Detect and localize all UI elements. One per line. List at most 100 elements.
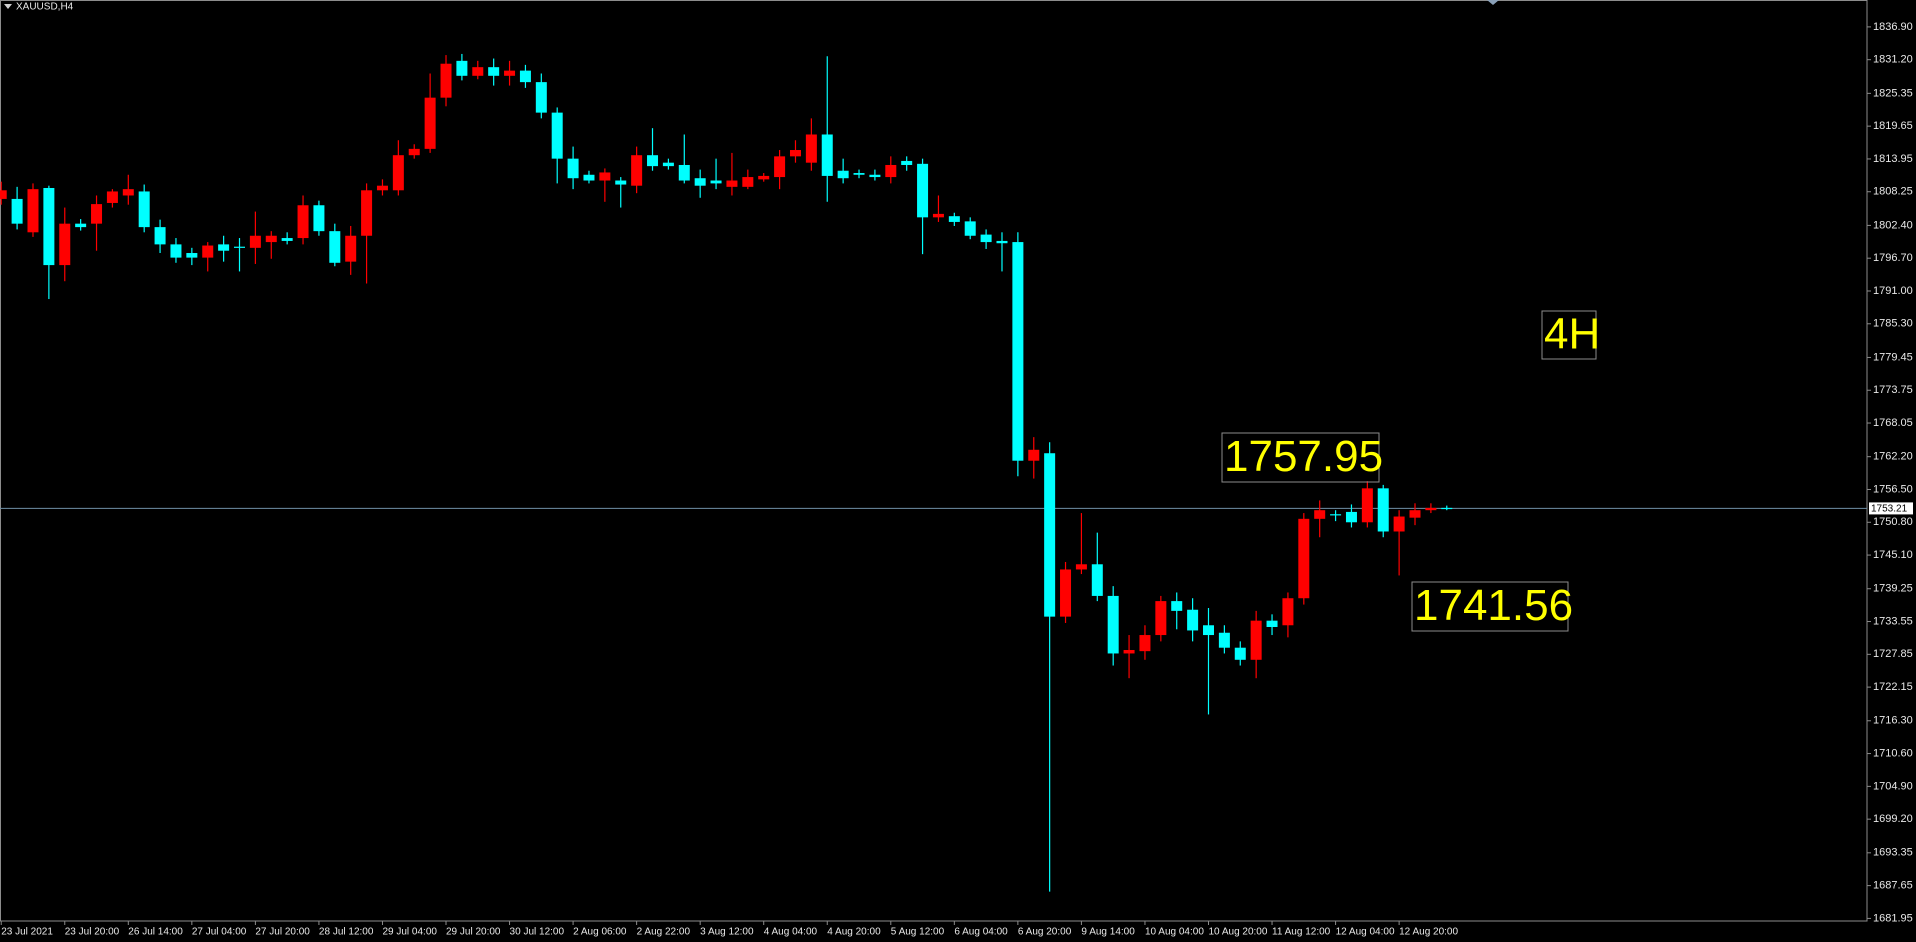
y-tick-label: 1825.35 [1873,87,1913,99]
candle-body [1314,510,1326,519]
annotation-text: 1741.56 [1414,581,1573,630]
candle-body [297,205,309,239]
y-tick-label: 1808.25 [1873,186,1913,198]
candle-body [218,244,230,251]
candle-body [265,235,277,243]
candle-body [583,174,595,181]
candle-body [504,70,516,76]
y-tick-label: 1773.75 [1873,384,1913,396]
candle-body [1218,632,1230,648]
x-tick-label: 27 Jul 20:00 [255,927,310,938]
candle-body [551,112,563,159]
candle-body [59,223,71,266]
candle-body [186,253,198,258]
y-tick-label: 1836.90 [1873,21,1913,33]
candle-body [774,156,786,178]
y-tick-label: 1745.10 [1873,549,1913,561]
y-tick-label: 1681.95 [1873,912,1913,924]
candle-body [345,235,357,262]
candle-body [1234,647,1246,660]
annotation-box [1221,432,1380,483]
candle-body [1250,620,1262,660]
candle-body [758,175,770,180]
x-tick-label: 4 Aug 04:00 [764,927,818,938]
y-tick-label: 1802.40 [1873,219,1913,231]
annotation-text: 4H [1544,310,1600,359]
candle-body [647,155,659,167]
candle-body [710,180,722,184]
candle-body [1202,625,1214,636]
y-tick-label: 1768.05 [1873,417,1913,429]
candle-body [376,185,388,191]
x-tick-label: 28 Jul 12:00 [319,927,374,938]
candle-body [948,216,960,222]
candle-body [202,245,214,258]
candle-body [1139,635,1151,652]
candle-body [472,67,484,76]
candle-body [821,134,833,176]
y-tick-label: 1716.30 [1873,715,1913,727]
y-tick-label: 1762.20 [1873,451,1913,463]
candle-body [901,160,913,165]
candle-body [234,246,245,248]
candle-body [1345,511,1357,523]
candle-body [1377,488,1389,532]
candle-body [837,170,849,179]
annotation-text: 1757.95 [1224,432,1383,481]
candle-body [631,155,643,186]
y-tick-label: 1813.95 [1873,153,1913,165]
candle-body [1441,507,1453,510]
candle-body [1060,569,1072,617]
x-tick-label: 6 Aug 20:00 [1018,927,1072,938]
symbol-menu-icon[interactable] [4,4,12,9]
x-tick-label: 5 Aug 12:00 [891,927,945,938]
x-tick-label: 2 Aug 22:00 [637,927,691,938]
candle-body [1075,564,1087,570]
y-tick-label: 1722.15 [1873,681,1913,693]
y-tick-label: 1831.20 [1873,54,1913,66]
x-tick-label: 10 Aug 04:00 [1145,927,1204,938]
candle-body [424,97,436,149]
candle-body [27,189,39,233]
candle-body [932,213,944,218]
candle-body [1187,609,1199,631]
candle-body [535,82,547,113]
x-tick-label: 23 Jul 2021 [1,927,53,938]
candle-body [249,235,261,248]
x-tick-label: 30 Jul 12:00 [510,927,565,938]
candle-body [138,191,150,228]
candle-body [519,70,531,83]
y-tick-label: 1739.25 [1873,583,1913,595]
candle-body [106,191,118,203]
chart-title: XAUUSD,H4 [16,2,74,13]
candle-body [0,190,7,199]
x-tick-label: 29 Jul 20:00 [446,927,501,938]
candle-body [615,180,627,185]
x-tick-label: 3 Aug 12:00 [700,927,754,938]
x-tick-label: 10 Aug 20:00 [1208,927,1267,938]
candle-body [1393,516,1405,532]
candle-body [1361,488,1373,523]
y-tick-label: 1687.65 [1873,880,1913,892]
candle-body [170,244,182,258]
candle-body [964,221,976,236]
candle-body [567,158,579,179]
candle-body [122,189,134,196]
candle-body [742,177,754,187]
x-tick-label: 9 Aug 14:00 [1081,927,1135,938]
candle-body [1409,510,1421,518]
candle-body [11,198,23,224]
candle-body [1171,601,1183,611]
candle-body [361,190,373,236]
x-tick-label: 6 Aug 04:00 [954,927,1008,938]
candle-body [281,238,293,241]
candle-body [408,148,420,156]
candle-body [678,164,690,181]
candle-body [789,150,801,157]
candle-body [1012,242,1024,461]
y-tick-label: 1733.55 [1873,615,1913,627]
candle-body [805,134,817,163]
annotation-box [1411,581,1569,632]
candle-body [885,164,897,178]
